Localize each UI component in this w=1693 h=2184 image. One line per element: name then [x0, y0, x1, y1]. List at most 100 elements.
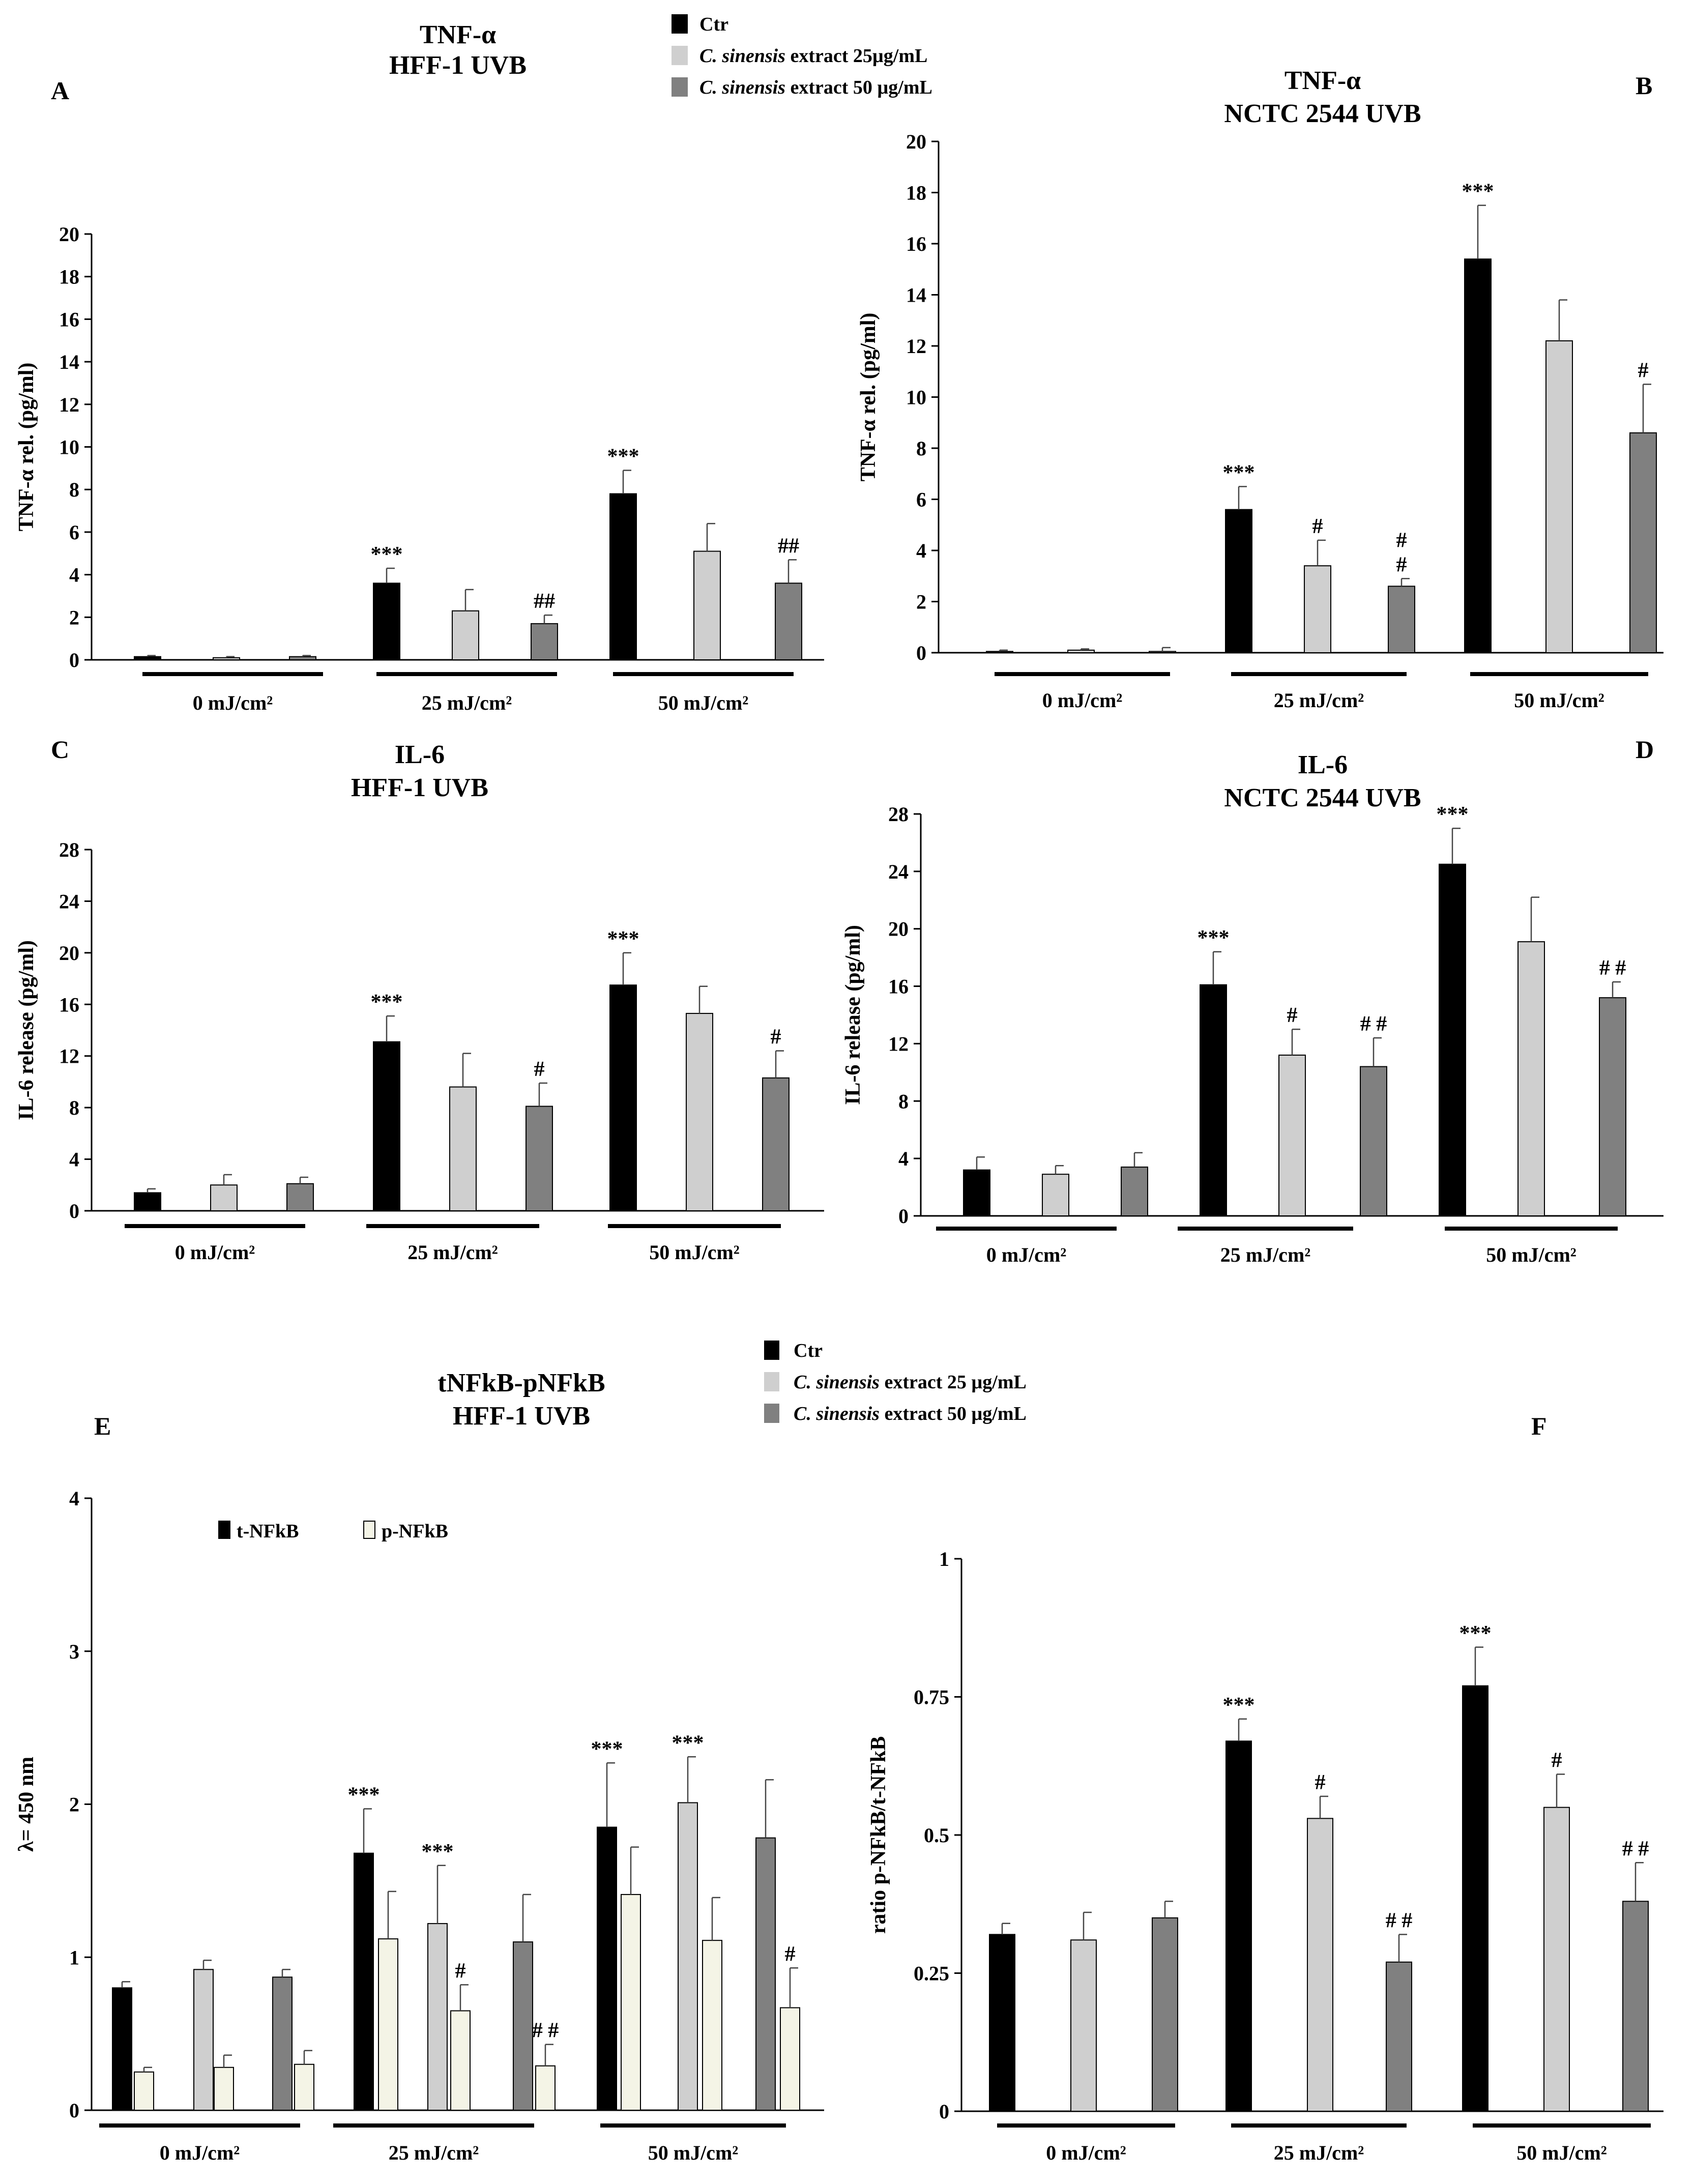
group-label-F-2: 50 mJ/cm² [1516, 2141, 1607, 2164]
bar-A-s0-g1 [373, 583, 400, 660]
y-axis-label-A: TNF-α rel. (pg/ml) [15, 363, 38, 532]
y-tick-label-A-0: 0 [69, 649, 79, 672]
bar-A-s1-g1 [452, 610, 479, 660]
y-tick-label-D-0: 0 [898, 1205, 909, 1228]
legend-top-label-2: C. sinensis extract 50 µg/mL [699, 77, 932, 98]
y-tick-label-A-3: 6 [69, 521, 79, 544]
group-label-D-1: 25 mJ/cm² [1220, 1243, 1311, 1266]
bar-B-s0-g1 [1225, 509, 1252, 653]
y-tick-label-D-6: 24 [888, 860, 909, 883]
bar-C-s0-g2 [609, 984, 637, 1211]
sig-label-E-s3-g1: # [455, 1959, 466, 1983]
bar-D-s0-g1 [1200, 984, 1227, 1216]
sig-label-E-s5-g1: # # [532, 2019, 559, 2043]
sig-label-F-s1-g2: # [1552, 1749, 1562, 1772]
group-label-E-2: 50 mJ/cm² [648, 2141, 739, 2164]
bar-D-s2-g0 [1121, 1167, 1148, 1217]
panel-B: B TNF-α NCTC 2544 UVB 0 2 4 6 8 10 12 14 16 18 20 TNF-… [857, 66, 1663, 712]
sig-label-B-s2-g1-0: # [1396, 529, 1407, 552]
y-tick-label-B-7: 14 [906, 284, 926, 307]
bar-E-s3-g0 [214, 2066, 234, 2111]
sig-label-E-s5-g2: # [785, 1942, 796, 1966]
bar-A-s2-g0 [289, 656, 316, 661]
y-axis-label-F: ratio p-NFkB/t-NFkB [867, 1736, 890, 1934]
bar-F-s1-g0 [1070, 1939, 1097, 2112]
bar-B-s1-g1 [1304, 565, 1331, 654]
sig-label-B-s1-g1: # [1312, 515, 1323, 538]
y-tick-label-B-10: 20 [906, 130, 926, 153]
legend-mid-swatch-0 [764, 1341, 779, 1360]
bar-E-s0-g1 [354, 1852, 374, 2111]
group-label-B-0: 0 mJ/cm² [1042, 689, 1123, 712]
sig-label-D-s2-g1: # # [1360, 1012, 1387, 1036]
group-label-E-1: 25 mJ/cm² [389, 2141, 479, 2164]
bar-D-s1-g0 [1042, 1174, 1069, 1216]
sig-label-B-s2-g2: # [1638, 359, 1649, 382]
sig-label-B-s0-g1: *** [1223, 461, 1255, 484]
sig-label-F-s2-g1: # # [1386, 1909, 1413, 1932]
bar-B-s1-g0 [1067, 649, 1095, 653]
legend-mid-swatch-1 [764, 1372, 779, 1391]
y-tick-label-B-9: 18 [906, 182, 926, 205]
y-tick-label-D-5: 20 [888, 918, 909, 941]
bar-E-s1-g2 [621, 1894, 641, 2111]
sig-label-E-s0-g2: *** [591, 1737, 623, 1761]
panel-title-C: IL-6 [395, 740, 445, 769]
sig-label-F-s2-g2: # # [1622, 1837, 1649, 1860]
group-label-A-1: 25 mJ/cm² [422, 691, 512, 714]
bar-E-s2-g2 [678, 1802, 698, 2111]
y-tick-label-C-5: 20 [59, 942, 79, 965]
y-tick-label-E-0: 0 [69, 2099, 79, 2122]
bar-C-s0-g1 [373, 1041, 400, 1211]
bar-F-s1-g2 [1543, 1807, 1570, 2112]
sig-label-A-s2-g1: ## [534, 590, 555, 613]
bar-F-s2-g2 [1622, 1901, 1649, 2112]
y-tick-label-B-0: 0 [916, 642, 926, 664]
bar-E-s0-g0 [112, 1987, 132, 2111]
legend-top-label-1: C. sinensis extract 25µg/mL [699, 45, 927, 67]
legend-top-swatch-0 [672, 14, 688, 34]
panel-subtitle-E: HFF-1 UVB [453, 1402, 590, 1431]
legend-mid-swatch-2 [764, 1404, 779, 1423]
bar-E-s5-g2 [780, 2007, 800, 2111]
sig-label-D-s2-g2: # # [1599, 956, 1626, 980]
bar-B-s2-g2 [1629, 432, 1657, 653]
y-tick-label-B-2: 4 [916, 539, 926, 562]
y-tick-label-E-2: 2 [69, 1793, 79, 1816]
y-tick-label-B-4: 8 [916, 437, 926, 460]
bar-B-s2-g1 [1388, 586, 1415, 653]
y-axis-label-C: IL-6 release (pg/ml) [15, 940, 38, 1120]
panel-subtitle-D: NCTC 2544 UVB [1224, 783, 1421, 812]
legend-mid-label-1: C. sinensis extract 25 µg/mL [794, 1372, 1027, 1393]
group-label-F-1: 25 mJ/cm² [1274, 2141, 1364, 2164]
sig-label-C-s2-g2: # [771, 1026, 781, 1049]
bar-B-s1-g2 [1545, 340, 1573, 653]
y-tick-label-F-1: 0.25 [914, 1962, 949, 1985]
bar-F-s1-g1 [1307, 1818, 1333, 2112]
bar-C-s2-g1 [526, 1105, 553, 1212]
bar-A-s0-g0 [134, 656, 161, 661]
y-tick-label-B-5: 10 [906, 386, 926, 409]
y-tick-label-B-1: 2 [916, 591, 926, 614]
bar-B-s0-g0 [986, 651, 1013, 654]
bar-E-s4-g0 [272, 1976, 293, 2111]
bar-D-s1-g1 [1278, 1055, 1306, 1216]
bar-F-s2-g1 [1386, 1961, 1412, 2112]
bar-B-s0-g2 [1464, 258, 1492, 653]
bar-E-s5-g1 [535, 2065, 556, 2111]
y-tick-label-E-4: 4 [69, 1487, 79, 1510]
y-tick-label-B-8: 16 [906, 232, 926, 255]
bar-E-s3-g2 [702, 1940, 722, 2111]
sig-label-E-s2-g1: *** [422, 1840, 454, 1863]
bar-E-s2-g0 [193, 1969, 214, 2111]
bar-F-s0-g0 [989, 1934, 1015, 2112]
bar-A-s2-g1 [531, 623, 558, 660]
y-tick-label-E-1: 1 [69, 1946, 79, 1969]
inner-legend-swatch-E-0 [218, 1521, 230, 1539]
sig-label-E-s0-g1: *** [348, 1784, 380, 1807]
group-label-B-1: 25 mJ/cm² [1274, 689, 1364, 712]
sig-label-C-s0-g2: *** [607, 927, 639, 951]
bar-E-s4-g2 [755, 1837, 776, 2111]
